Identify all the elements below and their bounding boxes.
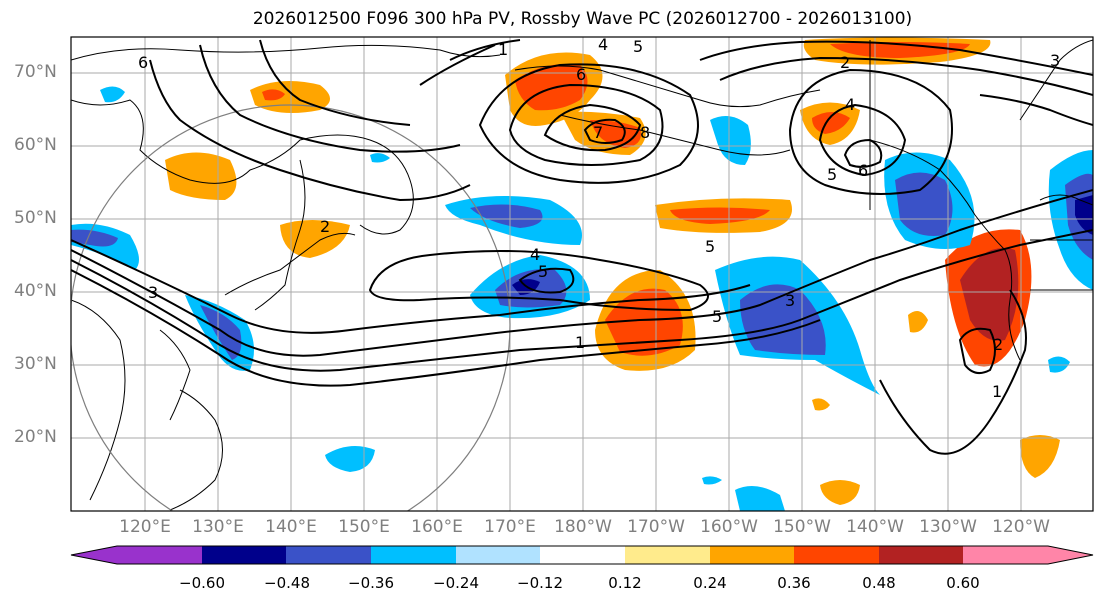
contour-label: 2 <box>993 335 1003 354</box>
contour-label: 5 <box>712 307 722 326</box>
contour-label: 5 <box>705 237 715 256</box>
colorbar <box>70 545 1094 565</box>
contour-label: 3 <box>148 283 158 302</box>
contour-label: 6 <box>138 53 148 72</box>
contour-label: 5 <box>827 165 837 184</box>
colorbar-tick: −0.60 <box>179 574 225 592</box>
contour-label: 4 <box>530 245 540 264</box>
positive-anomaly-fill <box>165 37 1060 505</box>
map-title: 2026012500 F096 300 hPa PV, Rossby Wave … <box>252 9 913 29</box>
lon-label: 150°E <box>338 517 390 537</box>
contour-label: 3 <box>785 291 795 310</box>
colorbar-extend-min <box>71 546 117 564</box>
lon-label: 160°E <box>411 517 463 537</box>
lon-label: 170°W <box>627 517 685 537</box>
lat-label: 40°N <box>14 281 57 301</box>
lon-label: 160°W <box>700 517 758 537</box>
lon-label: 170°E <box>484 517 536 537</box>
contour-label: 7 <box>593 123 603 142</box>
lon-label: 140°E <box>265 517 317 537</box>
contour-label: 1 <box>575 333 585 352</box>
lon-label: 140°W <box>846 517 904 537</box>
lat-label: 30°N <box>14 354 57 374</box>
colorbar-tick: −0.36 <box>348 574 394 592</box>
reference-circle <box>71 104 511 511</box>
map-frame <box>70 36 1094 512</box>
lon-label: 150°W <box>773 517 831 537</box>
lon-label: 120°W <box>992 517 1050 537</box>
lat-label: 70°N <box>14 62 57 82</box>
contour-label: 4 <box>845 95 855 114</box>
lon-label: 120°E <box>119 517 171 537</box>
colorbar-tick: −0.48 <box>264 574 310 592</box>
contour-label: 1 <box>498 40 508 59</box>
pv-contours <box>71 39 1093 455</box>
lon-label: 130°W <box>919 517 977 537</box>
lat-label: 60°N <box>14 135 57 155</box>
lat-label: 20°N <box>14 427 57 447</box>
colorbar-tick: −0.24 <box>433 574 479 592</box>
colorbar-tick: 0.12 <box>608 574 642 592</box>
colorbar-tick: 0.24 <box>693 574 727 592</box>
colorbar-tick: −0.12 <box>517 574 563 592</box>
negative-anomaly-fill <box>71 86 1093 511</box>
lat-label: 50°N <box>14 208 57 228</box>
colorbar-tick: 0.48 <box>862 574 896 592</box>
contour-label: 2 <box>320 217 330 236</box>
contour-labels: 1 5 4 6 7 8 4 5 6 2 3 4 5 5 5 3 1 2 3 6 … <box>138 35 1060 401</box>
contour-label: 2 <box>840 53 850 72</box>
coastlines <box>71 39 1093 511</box>
contour-label: 4 <box>598 35 608 54</box>
contour-label: 1 <box>992 382 1002 401</box>
colorbar-tick: 0.36 <box>777 574 811 592</box>
contour-label: 6 <box>576 65 586 84</box>
contour-label: 8 <box>640 123 650 142</box>
contour-label: 6 <box>858 161 868 180</box>
lon-label: 180°W <box>554 517 612 537</box>
contour-label: 3 <box>1050 51 1060 70</box>
contour-label: 5 <box>633 37 643 56</box>
graticule <box>71 37 1093 511</box>
colorbar-extend-max <box>1048 546 1093 564</box>
lon-label: 130°E <box>192 517 244 537</box>
colorbar-tick: 0.60 <box>946 574 980 592</box>
map-panel: 1 5 4 6 7 8 4 5 6 2 3 4 5 5 5 3 1 2 3 6 … <box>71 35 1093 511</box>
contour-label: 5 <box>538 262 548 281</box>
